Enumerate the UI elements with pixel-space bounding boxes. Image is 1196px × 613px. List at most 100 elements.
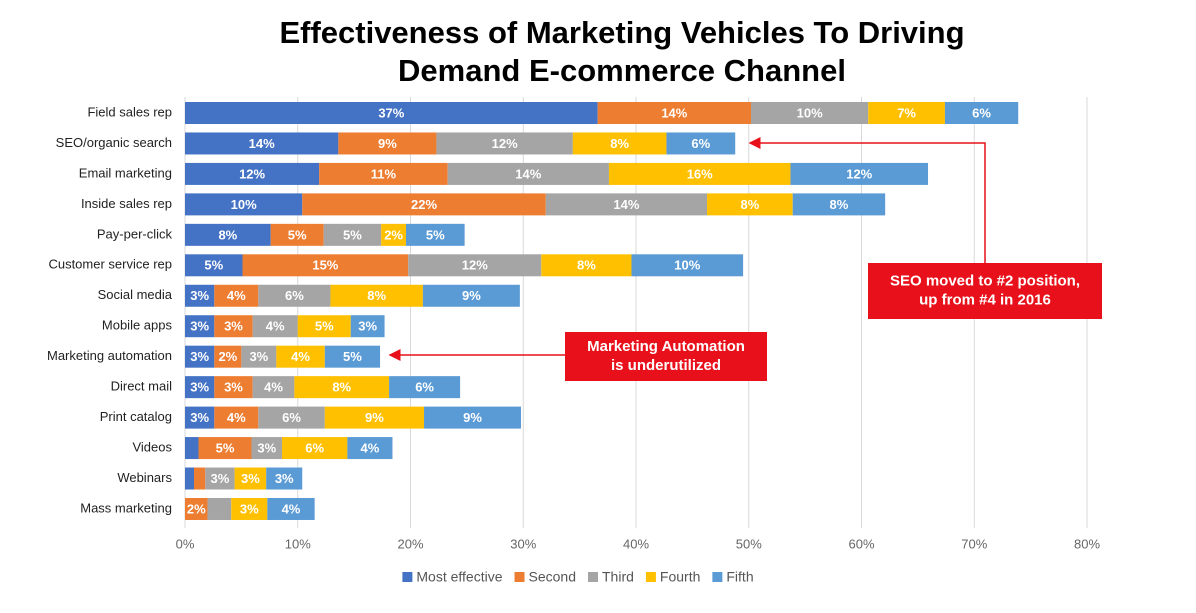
data-label: 4% <box>291 349 310 364</box>
bar-segment <box>242 254 409 277</box>
x-tick-label: 80% <box>1074 536 1100 551</box>
bar-segment <box>252 315 298 338</box>
bar-segment <box>792 193 886 216</box>
data-label: 8% <box>577 258 596 273</box>
bar-segment <box>185 467 195 490</box>
bar-segment <box>324 345 381 368</box>
y-tick-label: Email marketing <box>79 165 172 180</box>
data-label: 14% <box>613 197 639 212</box>
bar-segment <box>597 102 752 124</box>
data-label: 3% <box>190 288 209 303</box>
data-label: 5% <box>343 227 362 242</box>
annotation-text: SEO moved to #2 position, <box>890 272 1080 289</box>
chart-title: Demand E-commerce Channel <box>398 53 846 88</box>
bar-segment <box>194 467 206 490</box>
data-label: 6% <box>972 105 991 120</box>
bar-segment <box>324 406 425 429</box>
x-tick-label: 0% <box>176 536 195 551</box>
annotation-box <box>565 332 767 381</box>
bar-segment <box>234 467 267 490</box>
bar-segment <box>185 254 243 277</box>
bar-segment <box>666 132 736 155</box>
bar-segment <box>381 223 406 246</box>
bar-segment <box>297 315 351 338</box>
bar-segment <box>185 315 215 338</box>
data-label: 5% <box>426 227 445 242</box>
legend-swatch <box>712 572 723 582</box>
data-label: 12% <box>846 166 872 181</box>
annotation-text: is underutilized <box>611 357 721 374</box>
data-label: 9% <box>462 288 481 303</box>
y-tick-label: Direct mail <box>111 379 173 394</box>
data-label: 14% <box>515 166 541 181</box>
y-tick-label: Social media <box>98 287 173 302</box>
chart-title: Effectiveness of Marketing Vehicles To D… <box>279 15 964 50</box>
bar-segment <box>185 345 215 368</box>
bar-segment <box>323 223 382 246</box>
bar-segment <box>214 345 242 368</box>
bar-segment <box>338 132 437 155</box>
bar-segment <box>252 376 295 399</box>
bar-segment <box>276 345 325 368</box>
data-label: 3% <box>249 349 268 364</box>
data-label: 4% <box>266 319 285 334</box>
legend-swatch <box>588 572 598 582</box>
y-tick-label: SEO/organic search <box>56 135 172 150</box>
data-label: 3% <box>190 349 209 364</box>
bar-segment <box>790 162 929 185</box>
data-label: 3% <box>275 471 294 486</box>
y-tick-label: Pay-per-click <box>97 226 173 241</box>
x-tick-label: 60% <box>848 536 874 551</box>
bar-segment <box>302 193 546 216</box>
bar-segment <box>281 437 348 460</box>
bar-segment <box>447 162 609 185</box>
data-label: 8% <box>218 227 237 242</box>
data-label: 6% <box>282 410 301 425</box>
bar-segment <box>751 102 869 124</box>
data-label: 3% <box>241 471 260 486</box>
data-label: 2% <box>187 501 206 516</box>
data-label: 12% <box>239 166 265 181</box>
y-tick-label: Customer service rep <box>48 257 172 272</box>
annotation-box <box>868 263 1102 319</box>
bar-segment <box>631 254 744 277</box>
annotation-text: Marketing Automation <box>587 338 745 355</box>
annotation-text: up from #4 in 2016 <box>919 291 1051 308</box>
data-label: 3% <box>257 440 276 455</box>
bar-segment <box>330 284 423 307</box>
legend-swatch <box>645 572 656 582</box>
data-label: 5% <box>343 349 362 364</box>
bar-segment <box>405 223 465 246</box>
bar-segment <box>408 254 542 277</box>
bar-segment <box>185 223 271 246</box>
data-label: 2% <box>218 349 237 364</box>
x-tick-label: 70% <box>961 536 987 551</box>
bar-segment <box>198 437 252 460</box>
bar-segment <box>422 284 520 307</box>
bar-segment <box>347 437 393 460</box>
data-label: 4% <box>282 501 301 516</box>
y-tick-label: Mass marketing <box>80 500 172 515</box>
bar-segment <box>436 132 573 155</box>
data-label: 14% <box>249 136 275 151</box>
bar-segment <box>241 345 277 368</box>
data-label: 3% <box>224 319 243 334</box>
data-label: 3% <box>190 319 209 334</box>
data-label: 5% <box>216 440 235 455</box>
bar-segment <box>266 467 303 490</box>
x-tick-label: 50% <box>736 536 762 551</box>
y-tick-label: Print catalog <box>100 409 172 424</box>
legend-label: Fourth <box>660 569 700 585</box>
bar-segment <box>251 437 282 460</box>
data-label: 8% <box>830 197 849 212</box>
bar-segment <box>214 315 253 338</box>
bar-segment <box>185 132 339 155</box>
data-label: 3% <box>211 471 230 486</box>
data-label: 6% <box>415 380 434 395</box>
bar-segment <box>185 284 215 307</box>
bar-segment <box>868 102 945 124</box>
data-label: 12% <box>492 136 518 151</box>
x-tick-label: 30% <box>510 536 536 551</box>
data-label: 3% <box>190 380 209 395</box>
